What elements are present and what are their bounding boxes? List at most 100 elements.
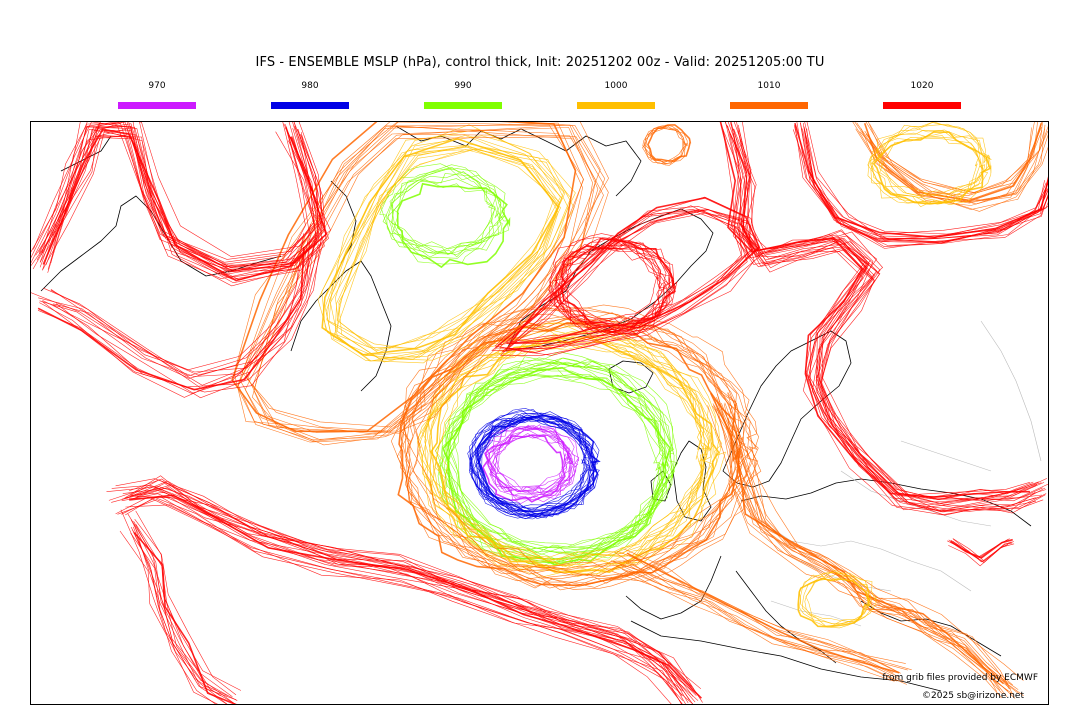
isobar-980 [470, 409, 591, 511]
isobar-1020 [130, 479, 694, 689]
isobar-1010 [864, 130, 1048, 205]
legend-swatch [118, 102, 196, 109]
isobar-1020 [129, 492, 699, 701]
isobar-1010 [856, 122, 1038, 195]
isobar-980 [477, 418, 598, 517]
isobar-1000 [317, 146, 560, 360]
isobar-1000 [330, 144, 561, 362]
isobar-1010 [860, 126, 1042, 203]
isobar-1020 [737, 129, 1046, 512]
legend-label: 970 [148, 81, 166, 91]
isobar-1020 [31, 122, 306, 268]
isobar-1010 [728, 404, 1013, 695]
legend-swatch [730, 102, 808, 109]
isobar-980 [470, 412, 590, 512]
isobar-1020 [41, 122, 315, 272]
isobar-1020 [42, 128, 328, 282]
polar-1010 [642, 124, 692, 166]
isobar-1020 [505, 196, 759, 344]
isobar-1010 [716, 400, 1013, 686]
isobar-1010 [721, 402, 1012, 690]
north-africa-coast [630, 620, 942, 692]
isobar-1020 [134, 519, 237, 696]
isobar-1020 [950, 540, 1014, 563]
isobar-1020 [39, 231, 320, 377]
isobar-1010 [713, 404, 1002, 699]
isobar-1010 [724, 402, 1024, 697]
isobar-1020 [130, 532, 228, 704]
isobar-990 [392, 173, 509, 255]
isobar-1010 [390, 307, 744, 571]
isobar-1020 [804, 128, 1048, 243]
isobar-970 [494, 433, 577, 500]
isobar-1020 [125, 504, 694, 704]
isobar-1010 [412, 313, 762, 584]
legend-item-1020: 1020 [883, 80, 961, 109]
isobar-map [31, 122, 1048, 704]
isobar-1020 [726, 124, 1039, 501]
isobar-1020 [115, 496, 672, 704]
isobar-1020 [498, 211, 749, 353]
isobar-1000 [424, 344, 708, 578]
isobar-1020 [37, 254, 310, 394]
legend-item-1000: 1000 [577, 80, 655, 109]
legend-swatch [577, 102, 655, 109]
isobar-1020 [52, 243, 319, 393]
northeast-1000 [867, 122, 992, 208]
subtropical-1020-south [119, 509, 242, 704]
isobar-1020 [952, 538, 1012, 562]
isobar-1020 [124, 475, 692, 687]
isobar-1000 [880, 123, 992, 197]
isobar-990 [437, 374, 661, 565]
isobar-1000 [435, 336, 723, 576]
isobar-1010 [868, 130, 1048, 206]
isobar-970 [481, 434, 566, 503]
isobar-1010 [644, 124, 686, 164]
isobar-980 [475, 414, 597, 515]
isobar-1020 [731, 122, 1033, 498]
europe-1020 [719, 122, 1048, 516]
isobar-1020 [134, 524, 228, 704]
isobar-1020 [554, 244, 668, 331]
isobar-1000 [336, 135, 576, 350]
isobar-1020 [947, 539, 1009, 559]
isobar-1020 [792, 129, 1048, 242]
isobar-970 [489, 430, 574, 498]
isobar-980 [467, 413, 588, 515]
isobar-1020 [727, 122, 1037, 500]
provider-credit: from grib files provided by ECMWF [882, 673, 1038, 683]
isobar-1020 [494, 208, 743, 354]
isobar-1010 [623, 560, 908, 671]
isobar-1020 [127, 513, 233, 698]
isobar-990 [379, 163, 497, 254]
legend-label: 1020 [910, 81, 934, 91]
chart-title: IFS - ENSEMBLE MSLP (hPa), control thick… [255, 55, 825, 70]
isobar-1000 [421, 327, 707, 562]
isobar-1010 [233, 124, 585, 435]
isobar-1020 [42, 236, 322, 386]
isobar-970 [486, 425, 571, 494]
isobar-1010 [727, 392, 1010, 690]
isobar-1000 [434, 337, 726, 577]
isobar-1000 [871, 136, 989, 205]
isobar-980 [468, 409, 592, 508]
scandinavia-1010 [707, 392, 1024, 699]
isobar-1020 [121, 495, 683, 704]
isobar-1010 [645, 125, 688, 165]
isobar-1010 [712, 403, 1009, 692]
isobar-970 [492, 425, 580, 493]
isobar-1020 [558, 246, 673, 332]
isobar-1020 [121, 487, 686, 704]
isobar-1020 [733, 122, 1048, 501]
isobar-1020 [31, 123, 318, 272]
isobar-1020 [549, 233, 661, 325]
mediterranean-1000 [797, 569, 877, 629]
isobar-1020 [730, 123, 1042, 511]
isobar-1010 [709, 392, 1005, 685]
isobar-1020 [38, 235, 317, 379]
low-980-ring [467, 407, 601, 520]
legend-label: 980 [301, 81, 319, 91]
isobar-1020 [50, 126, 322, 281]
isobar-1020 [119, 530, 218, 704]
isobar-1010 [723, 403, 1016, 699]
